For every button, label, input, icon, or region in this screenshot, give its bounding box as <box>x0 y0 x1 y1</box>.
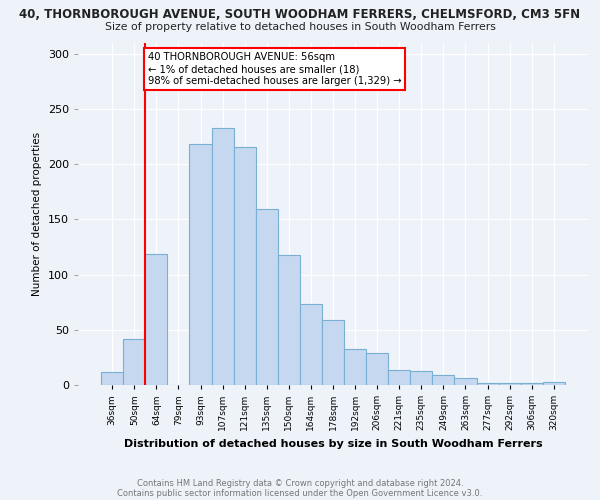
Bar <box>543 382 565 385</box>
Bar <box>101 372 123 385</box>
Bar <box>233 148 256 385</box>
Bar <box>190 144 212 385</box>
Text: Contains public sector information licensed under the Open Government Licence v3: Contains public sector information licen… <box>118 488 482 498</box>
Text: Size of property relative to detached houses in South Woodham Ferrers: Size of property relative to detached ho… <box>104 22 496 32</box>
Bar <box>278 254 300 385</box>
Bar <box>366 353 388 385</box>
Bar <box>344 348 366 385</box>
Bar <box>123 338 145 385</box>
Bar <box>499 383 521 385</box>
Bar <box>145 254 167 385</box>
Bar <box>212 128 233 385</box>
Bar <box>256 210 278 385</box>
Bar <box>410 370 433 385</box>
Bar <box>454 378 476 385</box>
Text: 40 THORNBOROUGH AVENUE: 56sqm
← 1% of detached houses are smaller (18)
98% of se: 40 THORNBOROUGH AVENUE: 56sqm ← 1% of de… <box>148 52 401 86</box>
Bar <box>433 375 454 385</box>
Text: 40, THORNBOROUGH AVENUE, SOUTH WOODHAM FERRERS, CHELMSFORD, CM3 5FN: 40, THORNBOROUGH AVENUE, SOUTH WOODHAM F… <box>19 8 581 20</box>
Bar <box>300 304 322 385</box>
X-axis label: Distribution of detached houses by size in South Woodham Ferrers: Distribution of detached houses by size … <box>124 438 542 448</box>
Bar <box>521 383 543 385</box>
Bar <box>388 370 410 385</box>
Text: Contains HM Land Registry data © Crown copyright and database right 2024.: Contains HM Land Registry data © Crown c… <box>137 478 463 488</box>
Bar <box>322 320 344 385</box>
Y-axis label: Number of detached properties: Number of detached properties <box>32 132 42 296</box>
Bar <box>476 383 499 385</box>
